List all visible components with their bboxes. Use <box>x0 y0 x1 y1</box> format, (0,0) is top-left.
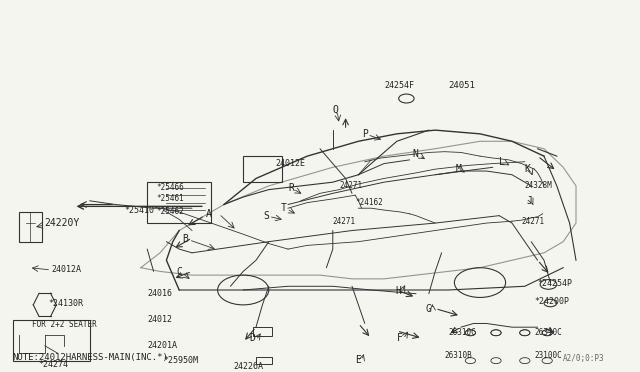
Text: Q: Q <box>332 105 338 115</box>
Text: J: J <box>526 196 532 206</box>
Text: *25461: *25461 <box>157 195 184 203</box>
Text: C: C <box>176 267 182 277</box>
Text: *25462: *25462 <box>157 208 184 217</box>
Text: *25410: *25410 <box>125 206 155 215</box>
Text: M: M <box>456 164 461 174</box>
Text: 24271: 24271 <box>333 217 356 226</box>
Text: H: H <box>396 286 401 296</box>
Bar <box>13 320 90 360</box>
Bar <box>147 182 211 223</box>
Text: *24254P: *24254P <box>538 279 573 288</box>
Text: K: K <box>525 164 531 174</box>
Text: L: L <box>499 157 505 167</box>
Text: *25466: *25466 <box>157 183 184 192</box>
Text: G: G <box>426 304 431 314</box>
Text: *25950M: *25950M <box>163 356 198 365</box>
Text: N: N <box>413 149 419 159</box>
Text: FOR 2+2 SEATER: FOR 2+2 SEATER <box>32 320 97 329</box>
Bar <box>243 156 282 182</box>
Bar <box>253 327 272 337</box>
Text: 24012E: 24012E <box>275 159 305 168</box>
Text: 24016: 24016 <box>147 289 172 298</box>
Text: 24271: 24271 <box>522 217 545 226</box>
Text: P: P <box>362 129 368 139</box>
Text: 24012A: 24012A <box>51 265 81 274</box>
Text: 26310C: 26310C <box>448 328 476 337</box>
Text: 24012: 24012 <box>147 315 172 324</box>
Text: E: E <box>355 355 361 365</box>
Text: *24274: *24274 <box>38 360 68 369</box>
Text: R: R <box>288 183 294 193</box>
Text: 24201A: 24201A <box>147 341 177 350</box>
Text: 24226A: 24226A <box>234 362 264 371</box>
Text: NOTE:24012HARNESS-MAIN(INC.*): NOTE:24012HARNESS-MAIN(INC.*) <box>13 353 169 362</box>
Bar <box>19 212 42 242</box>
Text: *24200P: *24200P <box>534 297 570 307</box>
Text: F: F <box>397 333 403 343</box>
Text: 24051: 24051 <box>448 81 475 90</box>
Text: 24220Y: 24220Y <box>45 218 80 228</box>
Text: *24130R: *24130R <box>48 298 83 308</box>
Text: A2/0;0:P3: A2/0;0:P3 <box>563 354 605 363</box>
Text: B: B <box>182 234 188 244</box>
Text: 24328M: 24328M <box>525 182 552 190</box>
Text: *24162: *24162 <box>355 198 383 207</box>
Text: T: T <box>280 203 286 213</box>
Text: 26310C: 26310C <box>534 328 562 337</box>
Text: 26310B: 26310B <box>445 350 472 360</box>
Text: S: S <box>264 211 269 221</box>
Text: 24271: 24271 <box>339 182 362 190</box>
Text: A: A <box>206 209 212 219</box>
Text: 23100C: 23100C <box>534 350 562 360</box>
Text: 24254F: 24254F <box>384 81 414 90</box>
Text: D: D <box>250 333 255 343</box>
Bar <box>256 357 272 364</box>
